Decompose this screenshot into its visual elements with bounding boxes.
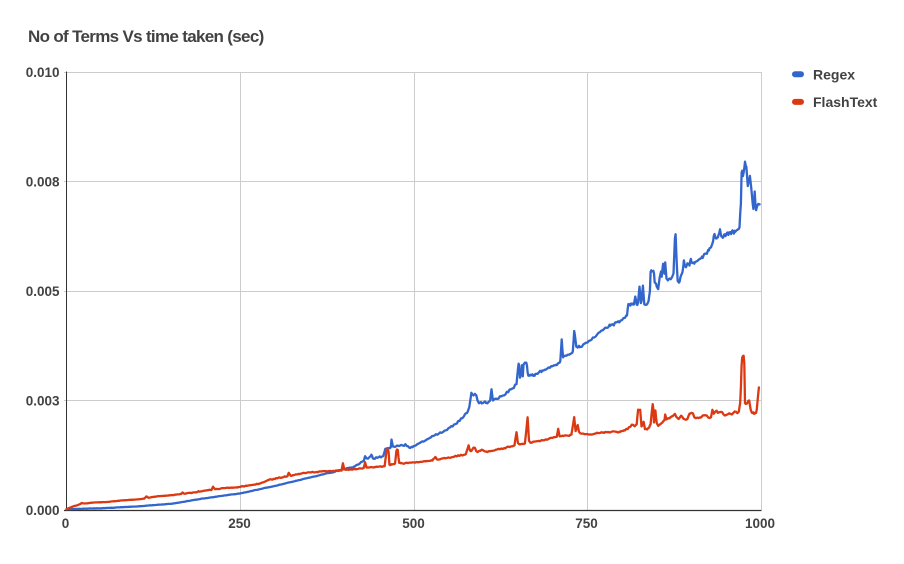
svg-text:0.003: 0.003 [26, 394, 60, 409]
svg-text:Regex: Regex [813, 67, 855, 83]
svg-text:0: 0 [62, 516, 70, 531]
svg-text:750: 750 [575, 516, 598, 531]
svg-text:0.000: 0.000 [26, 503, 60, 518]
svg-text:FlashText: FlashText [813, 94, 878, 110]
svg-text:0.010: 0.010 [26, 65, 60, 80]
svg-text:1000: 1000 [745, 516, 775, 531]
svg-text:500: 500 [402, 516, 425, 531]
svg-text:0.005: 0.005 [26, 284, 60, 299]
svg-text:No of Terms Vs time taken (sec: No of Terms Vs time taken (sec) [28, 27, 264, 46]
svg-text:0.008: 0.008 [26, 175, 60, 190]
svg-text:250: 250 [228, 516, 251, 531]
